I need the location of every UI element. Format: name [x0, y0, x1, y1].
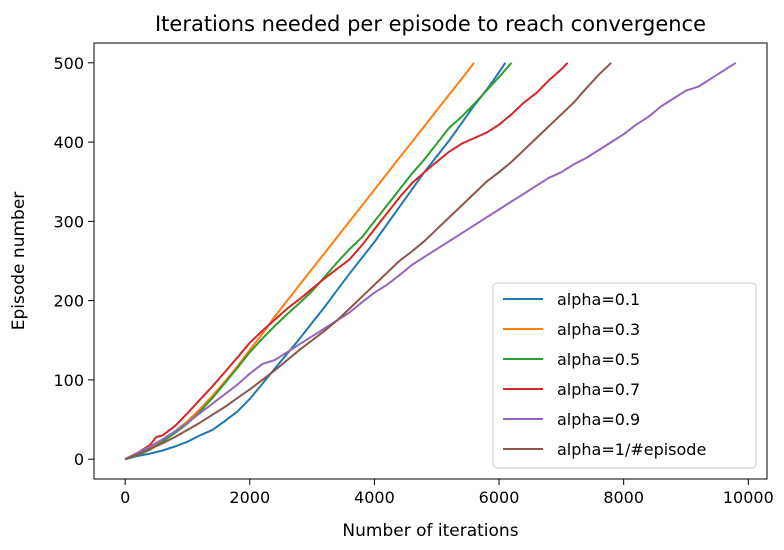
y-tick-label: 100 [53, 371, 84, 390]
y-tick-label: 0 [74, 450, 84, 469]
plot-lines [124, 61, 737, 461]
plot-frame [93, 42, 768, 480]
legend-label: alpha=0.9 [557, 410, 640, 429]
series-line-0 [124, 62, 507, 461]
chart-title: Iterations needed per episode to reach c… [155, 12, 706, 36]
axes: 0 2000 4000 6000 8000 10000 0 100 200 300 400 500 [53, 54, 773, 507]
y-axis-label: Episode number [9, 192, 29, 331]
series-line-5 [124, 62, 612, 461]
legend-label: alpha=0.7 [557, 380, 640, 399]
legend: alpha=0.1 alpha=0.3 alpha=0.5 alpha=0.7 alph… [492, 282, 757, 469]
x-tick-label: 10000 [723, 488, 774, 507]
x-tick-label: 4000 [354, 488, 395, 507]
legend-label: alpha=1/#episode [557, 440, 706, 459]
x-tick-label: 8000 [603, 488, 644, 507]
y-tick-label: 500 [53, 54, 84, 73]
legend-label: alpha=0.1 [557, 290, 640, 309]
series-line-3 [124, 62, 569, 461]
x-tick-label: 2000 [229, 488, 270, 507]
y-tick-label: 300 [53, 212, 84, 231]
legend-label: alpha=0.5 [557, 350, 640, 369]
legend-label: alpha=0.3 [557, 320, 640, 339]
x-axis-label: Number of iterations [342, 521, 518, 541]
y-tick-label: 200 [53, 292, 84, 311]
legend-box [492, 282, 757, 469]
x-tick-label: 6000 [479, 488, 520, 507]
series-line-4 [124, 61, 737, 461]
y-tick-label: 400 [53, 133, 84, 152]
x-tick-label: 0 [120, 488, 130, 507]
